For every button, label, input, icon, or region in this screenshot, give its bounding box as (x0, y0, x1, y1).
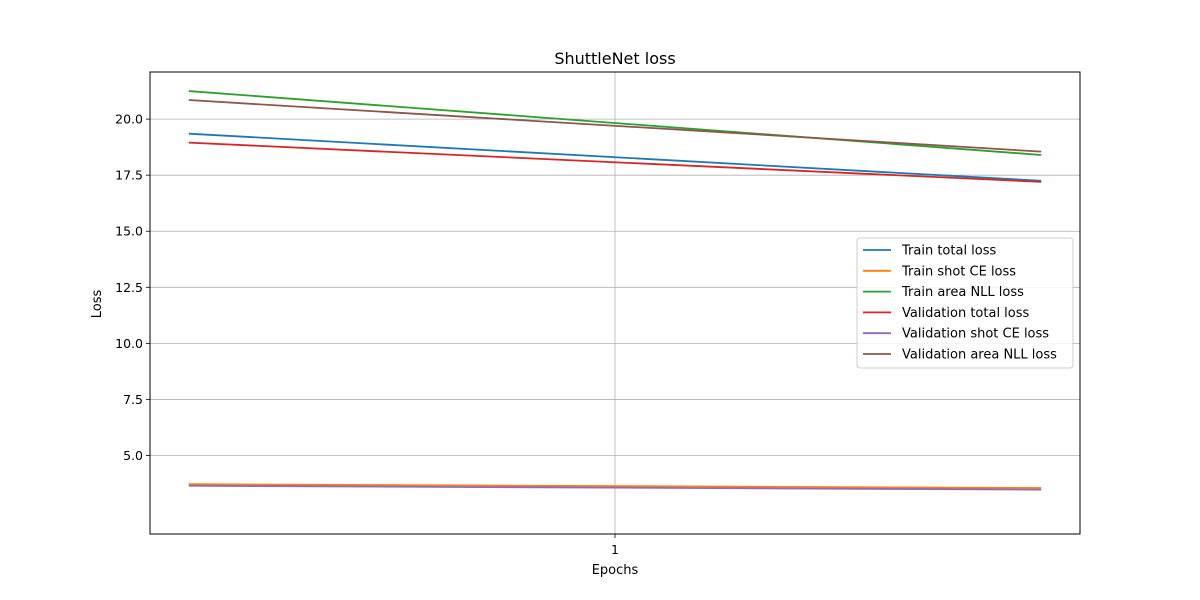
legend-entry: Validation shot CE loss (902, 327, 1049, 342)
series-line-6 (188, 99, 1042, 153)
series-layer (188, 90, 1042, 491)
y-tick-label: 7.5 (123, 392, 143, 407)
y-axis-label: Loss (90, 290, 105, 319)
y-tick-label: 5.0 (123, 448, 143, 463)
legend-entry: Validation area NLL loss (902, 348, 1057, 363)
legend-entry: Train area NLL loss (901, 285, 1024, 300)
legend-entry: Train total loss (901, 244, 997, 259)
chart-title: ShuttleNet loss (554, 49, 675, 68)
series-line-1 (188, 132, 1042, 182)
legend-entry: Validation total loss (902, 306, 1030, 321)
legend-entry: Train shot CE loss (901, 264, 1016, 279)
y-tick-label: 17.5 (115, 168, 143, 183)
x-axis-label: Epochs (592, 563, 639, 578)
legend-box (856, 237, 1074, 369)
series-line-4 (188, 141, 1042, 183)
y-tick-label: 20.0 (115, 112, 143, 127)
legend: Train total loss Train shot CE loss Train … (856, 237, 1074, 369)
y-tick-label: 12.5 (115, 280, 143, 295)
series-line-5 (188, 484, 1042, 491)
series-line-3 (188, 90, 1042, 156)
y-tick-label: 15.0 (115, 224, 143, 239)
grid (150, 72, 1080, 534)
x-tick-label: 1 (611, 542, 619, 557)
y-tick-label: 10.0 (115, 336, 143, 351)
ticks: 5.0 7.5 10.0 12.5 15.0 17.5 20.0 1 (115, 112, 619, 557)
series-line-2 (188, 483, 1042, 489)
